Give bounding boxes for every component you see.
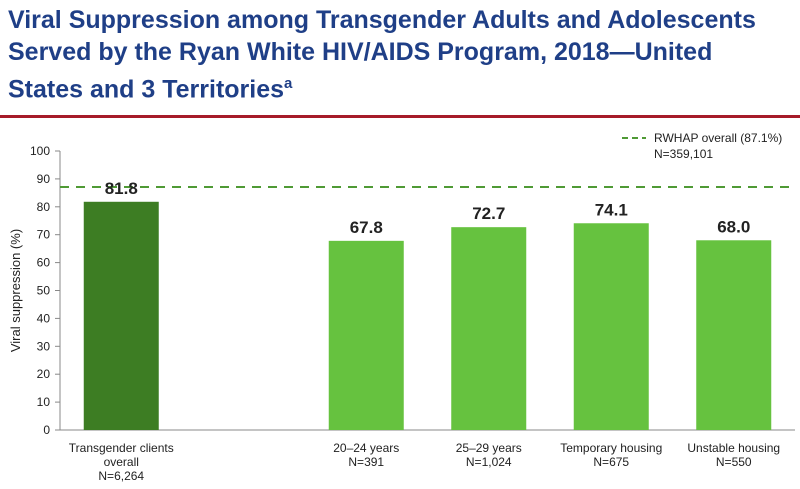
x-category-label: 25–29 years — [456, 441, 522, 455]
y-tick-label: 30 — [37, 339, 51, 353]
y-axis-title: Viral suppression (%) — [8, 229, 23, 352]
bar — [696, 240, 772, 430]
y-tick-label: 50 — [37, 284, 51, 298]
x-category-label: overall — [104, 455, 139, 469]
title-footnote-marker: a — [284, 75, 293, 92]
x-category-label: N=391 — [348, 455, 384, 469]
x-category-label: N=6,264 — [98, 469, 144, 483]
bar — [328, 240, 404, 430]
x-category-label: Unstable housing — [687, 441, 780, 455]
bar-value-label: 68.0 — [717, 217, 750, 236]
bar — [83, 201, 159, 430]
y-tick-label: 0 — [43, 423, 50, 437]
viral-suppression-bar-chart: 0 10 20 30 40 50 60 70 80 90 100 Viral suppression … — [8, 131, 795, 483]
title-divider — [0, 115, 800, 118]
x-category-label: 20–24 years — [333, 441, 399, 455]
bar-value-label: 81.8 — [105, 179, 138, 198]
y-tick-label: 40 — [37, 311, 51, 325]
legend-label: RWHAP overall (87.1%) — [654, 131, 782, 145]
y-tick-label: 90 — [37, 172, 51, 186]
y-tick-label: 100 — [30, 144, 50, 158]
bar-value-label: 67.8 — [350, 218, 383, 237]
x-category-label: Temporary housing — [560, 441, 662, 455]
x-category-label: Transgender clients — [69, 441, 174, 455]
chart-title: Viral Suppression among Transgender Adul… — [8, 4, 793, 105]
legend-label: N=359,101 — [654, 147, 713, 161]
y-tick-label: 60 — [37, 256, 51, 270]
y-tick-label: 80 — [37, 200, 51, 214]
chart-title-text: Viral Suppression among Transgender Adul… — [8, 6, 756, 104]
bar — [573, 223, 649, 430]
bar-value-label: 74.1 — [595, 200, 628, 219]
bar — [451, 227, 527, 430]
y-tick-label: 10 — [37, 395, 51, 409]
bar-value-label: 72.7 — [472, 204, 505, 223]
y-tick-label: 70 — [37, 228, 51, 242]
x-category-label: N=1,024 — [466, 455, 512, 469]
x-category-label: N=675 — [593, 455, 629, 469]
y-tick-label: 20 — [37, 367, 51, 381]
x-category-label: N=550 — [716, 455, 752, 469]
